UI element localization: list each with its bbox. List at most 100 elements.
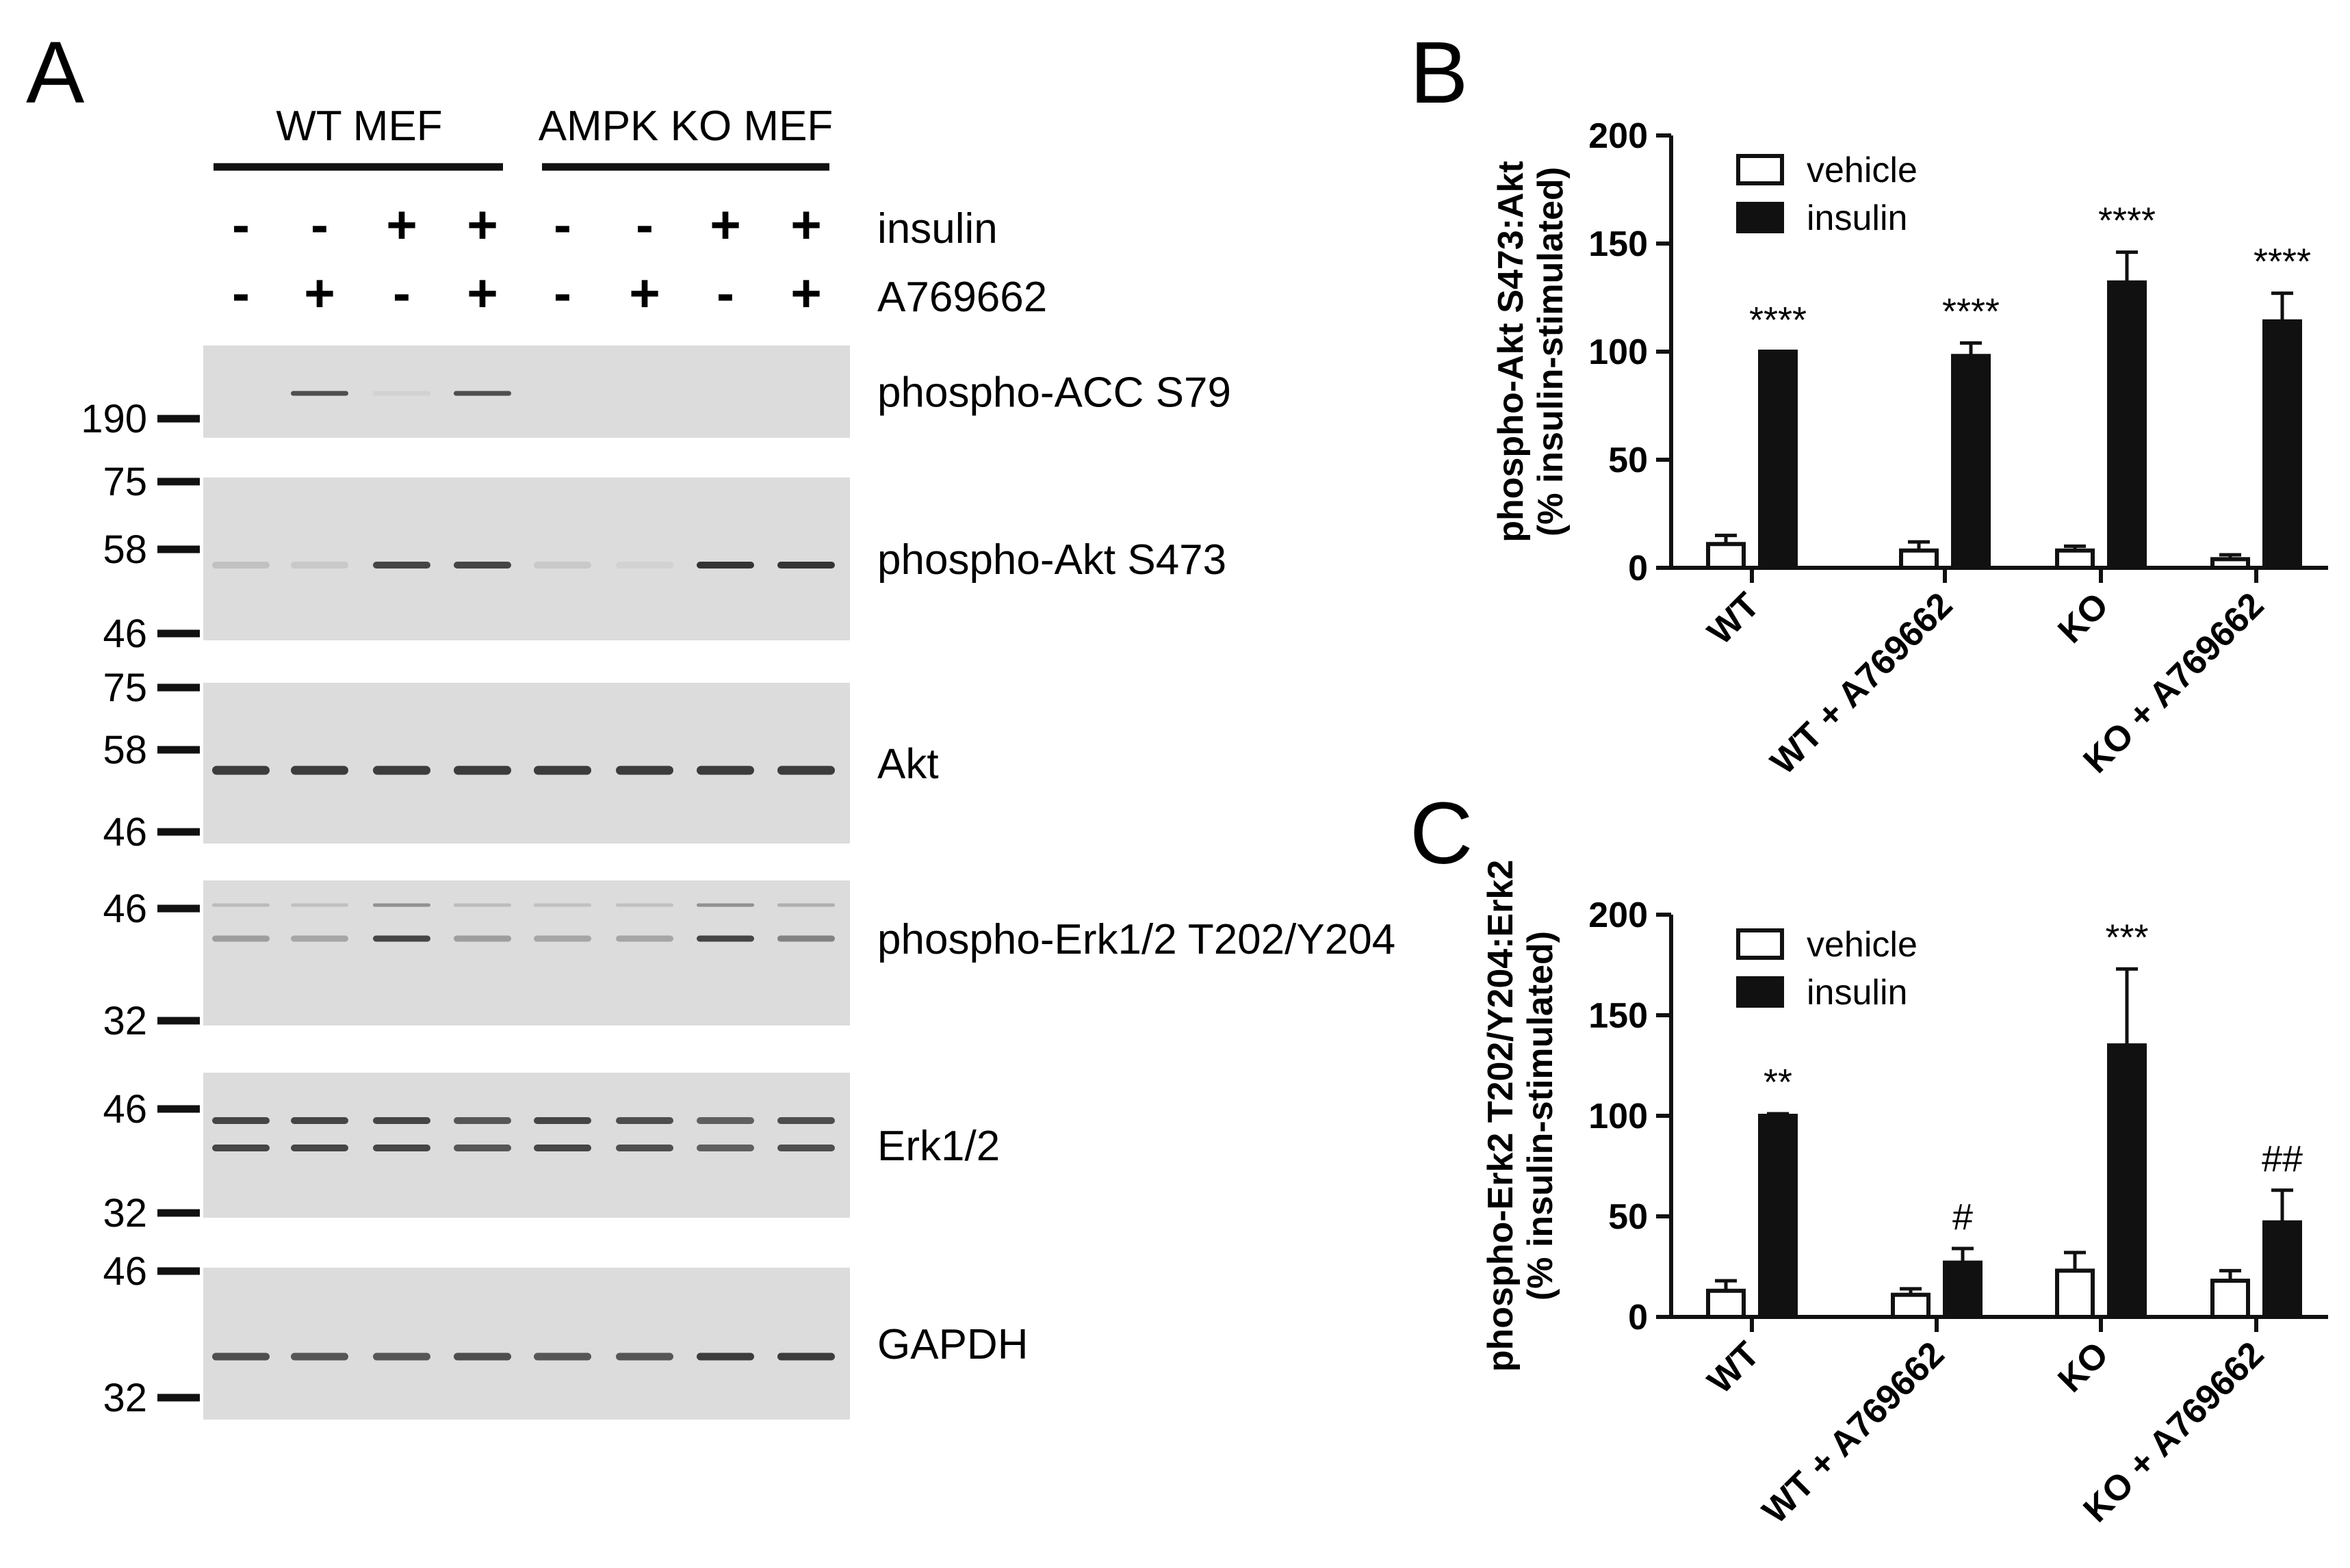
band-lane-6 xyxy=(616,1353,673,1361)
chart-c: C 0 50 100 150 200 phospho-Erk2 T202/Y204:Erk2… xyxy=(1410,785,2328,1531)
band-lane-2 xyxy=(291,1145,348,1151)
chart-b-legend-swatch-vehicle xyxy=(1736,154,1784,185)
sign-insulin-lane-1: - xyxy=(232,194,250,254)
chart-b-bar-insulin-2 xyxy=(1951,354,1991,570)
band-lane-1 xyxy=(212,903,270,907)
blot-label: Akt xyxy=(877,741,939,788)
blot-membrane xyxy=(203,880,850,1025)
chart-c-ytick-label: 100 xyxy=(1588,1097,1648,1136)
band-lane-6 xyxy=(616,562,673,569)
treatment-label-a769662: A769662 xyxy=(877,274,1047,321)
chart-b-significance: **** xyxy=(2098,200,2156,241)
band-lane-5 xyxy=(534,935,591,942)
band-lane-6 xyxy=(616,1145,673,1151)
band-lane-3 xyxy=(373,903,430,907)
sign-a769662-lane-1: - xyxy=(232,263,250,323)
mw-marker-label: 46 xyxy=(103,810,147,854)
sign-insulin-lane-5: - xyxy=(554,194,571,254)
chart-b-ylabel-line2: (% insulin-stimulated) xyxy=(1531,167,1571,536)
chart-b-legend: vehicle insulin xyxy=(1736,151,1918,238)
chart-b-letter: B xyxy=(1410,24,1468,122)
band-lane-8 xyxy=(777,766,835,775)
mw-marker-label: 46 xyxy=(103,612,147,656)
band-lane-3 xyxy=(373,1145,430,1151)
band-lane-6 xyxy=(616,903,673,907)
band-lane-7 xyxy=(697,1145,754,1151)
blot-membrane xyxy=(203,478,850,640)
mw-marker-label: 58 xyxy=(103,527,147,572)
chart-b-category-label: WT xyxy=(1700,585,1767,652)
band-lane-1 xyxy=(212,1353,270,1361)
chart-c-legend-label-vehicle: vehicle xyxy=(1807,925,1918,965)
sign-insulin-lane-4: + xyxy=(467,194,498,254)
blot-erk1-2: Erk1/2 46 32 xyxy=(103,1073,1000,1236)
sign-insulin-lane-2: - xyxy=(311,194,328,254)
band-lane-4 xyxy=(454,766,511,775)
band-lane-2 xyxy=(291,903,348,907)
chart-c-significance: *** xyxy=(2105,917,2148,958)
blot-membrane xyxy=(203,683,850,844)
band-lane-4 xyxy=(454,1353,511,1361)
blot-label: GAPDH xyxy=(877,1321,1028,1368)
band-lane-5 xyxy=(534,1117,591,1124)
band-lane-5 xyxy=(534,1145,591,1151)
chart-c-bar-vehicle-1 xyxy=(1706,1288,1746,1320)
band-lane-8 xyxy=(777,562,835,569)
band-lane-4 xyxy=(454,903,511,907)
chart-c-legend-swatch-vehicle xyxy=(1736,928,1784,960)
band-lane-2 xyxy=(291,1353,348,1361)
chart-c-legend: vehicle insulin xyxy=(1736,925,1918,1012)
sign-insulin-lane-8: + xyxy=(790,194,822,254)
chart-b-ylabel: phospho-Akt S473:Akt (% insulin-stimulate… xyxy=(1491,161,1571,543)
band-lane-5 xyxy=(534,903,591,907)
chart-b-significance: **** xyxy=(2254,241,2311,283)
chart-b-bar-vehicle-3 xyxy=(2055,548,2095,570)
chart-c-bar-insulin-3 xyxy=(2107,1043,2147,1319)
chart-c-bar-vehicle-3 xyxy=(2055,1268,2095,1320)
chart-b-category-text: WT xyxy=(1700,585,1767,652)
western-blots: phospho-ACC S79 190 phospho-Akt S473 75 58 46… xyxy=(81,345,1395,1420)
chart-b-ytick-label: 100 xyxy=(1588,332,1648,372)
chart-b-legend-label-vehicle: vehicle xyxy=(1807,151,1918,190)
band-lane-8 xyxy=(777,1117,835,1124)
panel-a-letter: A xyxy=(26,24,85,122)
band-lane-1 xyxy=(212,935,270,942)
chart-b-significance: **** xyxy=(1749,300,1807,341)
band-lane-6 xyxy=(616,1117,673,1124)
mw-marker-label: 46 xyxy=(103,1249,147,1294)
chart-c-legend-swatch-insulin xyxy=(1736,976,1784,1008)
band-lane-2 xyxy=(291,562,348,569)
chart-c-bar-insulin-2 xyxy=(1943,1260,1983,1319)
treatment-signs: - - + + - - + +- + - + - + - + xyxy=(232,194,822,323)
mw-marker-label: 32 xyxy=(103,1376,147,1420)
chart-c-bar-vehicle-4 xyxy=(2210,1279,2250,1319)
chart-c-category-text: KO xyxy=(2050,1334,2116,1400)
mw-marker-label: 190 xyxy=(81,397,147,441)
band-lane-2 xyxy=(291,766,348,775)
chart-b-bar-vehicle-1 xyxy=(1706,542,1746,570)
chart-b-ytick-label: 150 xyxy=(1588,224,1648,264)
band-lane-7 xyxy=(697,935,754,942)
chart-c-significance: ** xyxy=(1764,1062,1792,1103)
chart-c-ylabel-line2: (% insulin-stimulated) xyxy=(1521,931,1560,1301)
band-lane-8 xyxy=(777,903,835,907)
band-lane-5 xyxy=(534,562,591,569)
blot-label: phospho-ACC S79 xyxy=(877,369,1231,417)
mw-marker-label: 32 xyxy=(103,1191,147,1236)
band-lane-6 xyxy=(616,766,673,775)
chart-b-category-text: KO xyxy=(2050,585,2116,651)
sign-a769662-lane-4: + xyxy=(467,263,498,323)
chart-c-bar-vehicle-2 xyxy=(1891,1292,1931,1320)
chart-c-significance: # xyxy=(1952,1197,1973,1238)
chart-c-bar-insulin-1 xyxy=(1758,1114,1798,1319)
chart-b-category-text: WT + A769662 xyxy=(1764,585,1961,782)
blot-gapdh: GAPDH 46 32 xyxy=(103,1249,1028,1420)
chart-c-ytick-label: 50 xyxy=(1608,1197,1648,1237)
chart-c-ytick-label: 0 xyxy=(1628,1298,1648,1337)
chart-c-ytick-label: 200 xyxy=(1588,896,1648,935)
mw-marker-label: 32 xyxy=(103,999,147,1043)
chart-b-ytick-label: 200 xyxy=(1588,116,1648,156)
chart-c-bar-insulin-4 xyxy=(2262,1220,2302,1319)
chart-c-category-label: WT + A769662 xyxy=(1755,1334,1952,1531)
band-lane-7 xyxy=(697,1353,754,1361)
